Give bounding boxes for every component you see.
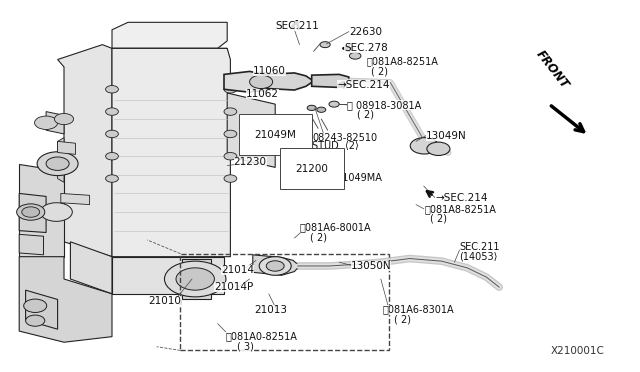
Text: 13049N: 13049N (426, 131, 467, 141)
Text: 21010: 21010 (148, 296, 181, 305)
Text: FRONT: FRONT (533, 48, 571, 91)
Polygon shape (58, 141, 76, 154)
Circle shape (250, 75, 273, 89)
Text: Ⓑ081A0-8251A: Ⓑ081A0-8251A (225, 332, 297, 341)
Polygon shape (19, 193, 46, 232)
Circle shape (26, 315, 45, 326)
Text: 21230: 21230 (234, 157, 267, 167)
Polygon shape (131, 48, 149, 54)
Text: 21013: 21013 (255, 305, 288, 314)
Circle shape (46, 157, 69, 170)
Circle shape (54, 113, 74, 125)
Polygon shape (70, 242, 112, 294)
Text: X210001C: X210001C (551, 346, 605, 356)
Polygon shape (19, 164, 64, 257)
Polygon shape (227, 93, 275, 167)
Circle shape (164, 261, 226, 297)
Circle shape (410, 138, 438, 154)
Text: Ⓑ081A8-8251A: Ⓑ081A8-8251A (424, 204, 496, 214)
Text: 11060: 11060 (253, 67, 285, 76)
Text: 21014P: 21014P (214, 282, 253, 292)
Circle shape (106, 130, 118, 138)
Bar (180, 254, 389, 350)
Polygon shape (112, 257, 224, 294)
Circle shape (224, 175, 237, 182)
Circle shape (22, 207, 40, 217)
Polygon shape (58, 138, 64, 182)
Circle shape (224, 130, 237, 138)
Text: ( 2): ( 2) (310, 232, 328, 242)
Text: ( 2): ( 2) (430, 214, 447, 224)
Polygon shape (268, 73, 314, 90)
Circle shape (320, 42, 330, 48)
Polygon shape (58, 45, 112, 257)
Text: (14053⟩: (14053⟩ (460, 252, 498, 262)
Text: 22630: 22630 (349, 27, 382, 36)
Text: 21049M: 21049M (244, 131, 286, 141)
Circle shape (349, 52, 361, 59)
Text: Ⓑ081A8-8251A: Ⓑ081A8-8251A (366, 57, 438, 66)
Text: ( 2): ( 2) (357, 109, 374, 119)
Circle shape (317, 107, 326, 112)
Polygon shape (46, 112, 64, 134)
Text: →SEC.214: →SEC.214 (435, 193, 488, 203)
Circle shape (307, 105, 316, 110)
Text: 21200: 21200 (296, 164, 328, 173)
Circle shape (106, 108, 118, 115)
Circle shape (40, 203, 72, 221)
Text: 21200: 21200 (294, 164, 327, 174)
Circle shape (224, 108, 237, 115)
Text: Ⓑ081A6-8301A: Ⓑ081A6-8301A (383, 305, 454, 314)
Text: 11062: 11062 (246, 89, 279, 99)
Circle shape (106, 175, 118, 182)
Circle shape (244, 72, 278, 92)
Text: 21049M: 21049M (255, 130, 296, 140)
Circle shape (224, 86, 237, 93)
Text: 21049MA: 21049MA (336, 173, 382, 183)
Polygon shape (112, 48, 230, 257)
Text: Ⓑ081A6-8001A: Ⓑ081A6-8001A (300, 223, 371, 232)
Polygon shape (312, 74, 349, 87)
Text: SEC.278: SEC.278 (344, 44, 388, 53)
Text: 08243-82510: 08243-82510 (312, 133, 378, 142)
Polygon shape (182, 48, 200, 54)
Polygon shape (253, 255, 300, 275)
Circle shape (427, 142, 450, 155)
Polygon shape (26, 290, 58, 329)
Text: ( 2): ( 2) (394, 314, 411, 324)
Circle shape (106, 86, 118, 93)
Circle shape (329, 101, 339, 107)
Circle shape (24, 299, 47, 312)
Text: SEC.211: SEC.211 (275, 21, 319, 31)
Polygon shape (61, 193, 90, 205)
Circle shape (35, 116, 58, 129)
Circle shape (17, 204, 45, 220)
Polygon shape (157, 48, 175, 54)
Polygon shape (224, 71, 275, 92)
Polygon shape (19, 234, 44, 255)
Text: ( 2): ( 2) (371, 67, 388, 76)
Circle shape (259, 257, 291, 275)
Polygon shape (182, 259, 211, 299)
Polygon shape (112, 48, 227, 67)
Text: 13050N: 13050N (351, 261, 391, 271)
Circle shape (176, 268, 214, 290)
Circle shape (224, 153, 237, 160)
Circle shape (266, 261, 284, 271)
Text: STUD  ⟨2⟩: STUD ⟨2⟩ (312, 141, 359, 151)
Polygon shape (205, 48, 223, 54)
Text: 21014: 21014 (221, 265, 254, 275)
Circle shape (106, 153, 118, 160)
Polygon shape (112, 22, 227, 48)
Text: ( 3): ( 3) (237, 342, 253, 352)
Text: SEC.211: SEC.211 (460, 243, 500, 252)
Circle shape (37, 152, 78, 176)
Polygon shape (19, 257, 112, 342)
Text: Ⓝ 08918-3081A: Ⓝ 08918-3081A (347, 100, 421, 110)
Text: →SEC.214: →SEC.214 (337, 80, 390, 90)
